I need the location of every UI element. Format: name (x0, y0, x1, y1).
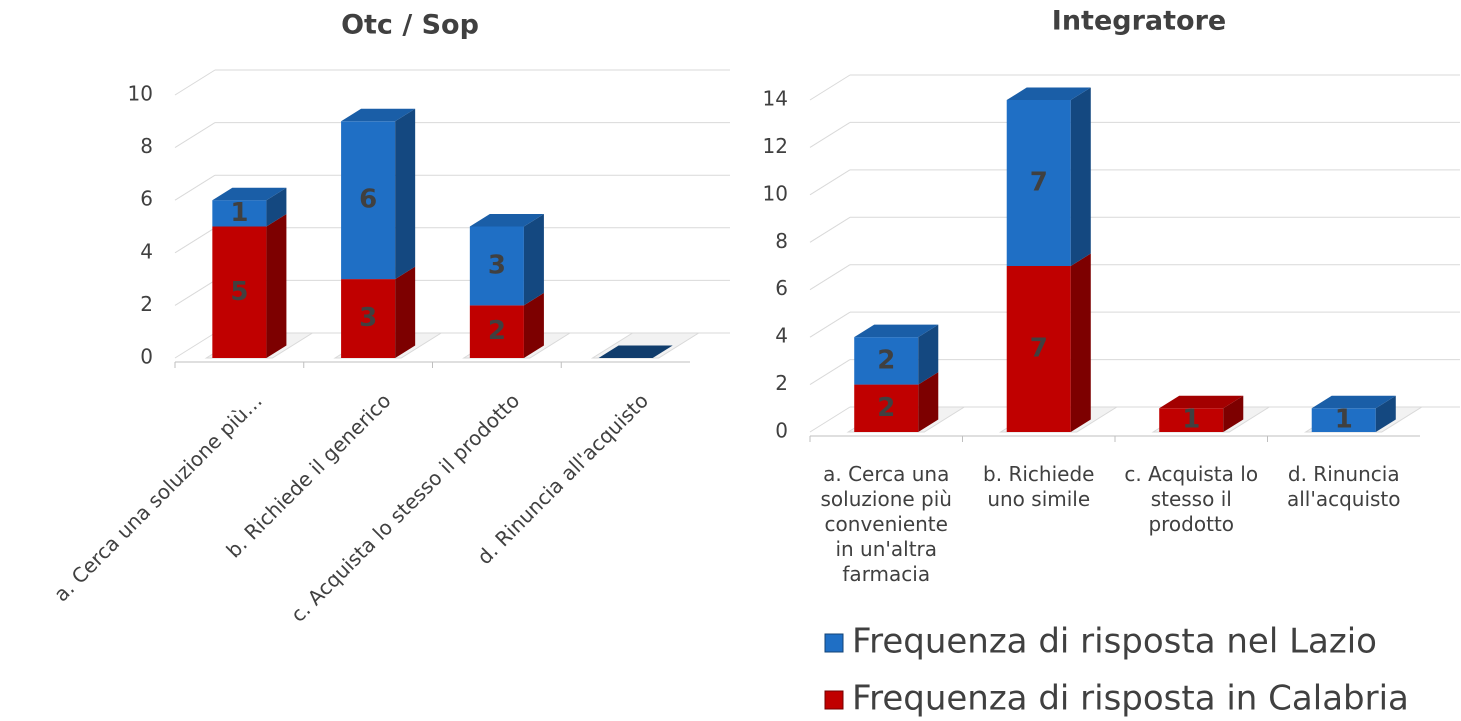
data-label: 1 (230, 198, 248, 228)
data-label: 3 (359, 303, 377, 333)
bar-top (1159, 395, 1244, 409)
bar-side (918, 372, 939, 432)
bar-side (523, 292, 544, 358)
x-tick-label: d. Rinuncia all'acquisto (1286, 462, 1401, 511)
y-tick-label: 10 (763, 181, 788, 205)
bar (1159, 408, 1224, 432)
bar-top (341, 108, 416, 122)
bar-top (1006, 87, 1091, 100)
data-label: 2 (488, 316, 506, 346)
y-tick-label: 10 (128, 82, 153, 106)
y-tick-label: 4 (140, 239, 153, 263)
y-tick-label: 6 (775, 276, 788, 300)
data-label: 3 (488, 250, 506, 280)
y-tick-label: 8 (775, 229, 788, 253)
x-tick-label: c. Acquista lo stesso il prodotto (286, 388, 524, 626)
grid-line-side (809, 169, 851, 196)
bar-top (469, 214, 544, 227)
data-label: 7 (1030, 168, 1048, 198)
legend-label: Frequenza di risposta in Calabria (852, 679, 1409, 719)
y-tick-label: 8 (140, 134, 153, 158)
bar-side (266, 214, 287, 358)
bar (212, 226, 267, 358)
grid-line-side (809, 264, 851, 291)
chart-title: Otc / Sop (341, 10, 479, 41)
x-tick-label: a. Cerca una soluzione più conveniente i… (820, 462, 952, 586)
y-tick-label: 2 (140, 292, 153, 316)
y-tick-label: 0 (775, 419, 788, 443)
bar-side (523, 214, 544, 306)
bar-top (854, 324, 939, 338)
data-label: 1 (1182, 405, 1200, 435)
x-tick-label: b. Richiede uno simile (983, 462, 1095, 511)
data-label: 2 (877, 393, 895, 423)
chart-title: Integratore (1052, 6, 1226, 37)
grid-line-side (809, 406, 851, 433)
bar (1006, 266, 1071, 432)
bar-side (1070, 253, 1091, 432)
grid-line-side (174, 332, 216, 359)
bar (212, 200, 267, 227)
grid-line-side (809, 74, 851, 101)
bar-side (395, 266, 416, 358)
grid-line-side (174, 279, 216, 306)
grid-line-side (174, 227, 216, 254)
bar (341, 279, 396, 358)
grid-line-side (809, 216, 851, 243)
bar (1311, 408, 1376, 432)
bar-top (212, 187, 287, 201)
bar (854, 337, 919, 385)
bar (854, 384, 919, 432)
grid-line-side (809, 122, 851, 148)
bar-top (598, 345, 673, 358)
y-tick-label: 0 (140, 345, 153, 369)
y-tick-label: 6 (140, 187, 153, 211)
y-tick-label: 4 (775, 324, 788, 348)
data-label: 2 (877, 345, 895, 375)
y-tick-label: 12 (763, 134, 788, 158)
legend-swatch (824, 633, 844, 653)
x-tick-label: c. Acquista lo stesso il prodotto (1124, 462, 1259, 536)
bar-top (1311, 395, 1396, 409)
bar-side (1070, 87, 1091, 266)
bar (469, 305, 524, 358)
data-label: 6 (359, 185, 377, 215)
grid-line-side (174, 69, 216, 96)
x-tick-label: a. Cerca una soluzione più… (49, 388, 267, 606)
data-label: 1 (1335, 405, 1353, 435)
bar (469, 226, 524, 306)
bar-side (395, 108, 416, 280)
grid-line-side (174, 174, 216, 201)
bar (341, 121, 396, 280)
y-tick-label: 14 (763, 87, 788, 111)
grid-line-side (174, 122, 216, 149)
bar-side (1223, 395, 1244, 432)
y-tick-label: 2 (775, 371, 788, 395)
data-label: 5 (230, 277, 248, 307)
bar-side (1375, 395, 1396, 432)
bar (1006, 100, 1071, 266)
bar-side (918, 324, 939, 385)
grid-line-side (809, 311, 851, 338)
bar-side (266, 187, 287, 227)
data-label: 7 (1030, 334, 1048, 364)
legend-swatch (824, 690, 844, 710)
legend-label: Frequenza di risposta nel Lazio (852, 622, 1377, 662)
grid-line-side (809, 359, 851, 385)
